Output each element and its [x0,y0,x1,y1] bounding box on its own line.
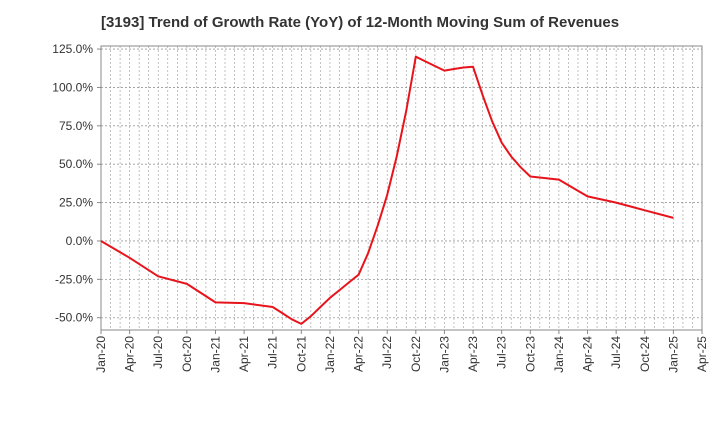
y-tick-label: 25.0% [59,196,93,210]
x-tick-label: Jul-21 [266,336,280,369]
y-tick-label: -25.0% [55,272,93,286]
y-tick-label: 75.0% [59,119,93,133]
x-tick-label: Apr-20 [123,336,137,372]
grid-layer [100,46,703,330]
x-tick-label: Jul-24 [609,336,623,369]
y-tick-label: 0.0% [66,234,94,248]
x-tick-label: Jul-22 [380,336,394,369]
x-tick-label: Oct-20 [180,336,194,372]
x-axis: Jan-20 Apr-20 Jul-20 Oct-20 Jan-21 Apr-21 Jul-… [94,330,709,373]
x-tick-label: Jan-23 [437,336,451,373]
y-tick-label: 100.0% [52,80,93,94]
x-tick-label: Jan-22 [323,336,337,373]
series-line [100,55,674,325]
x-tick-label: Oct-24 [638,336,652,372]
x-tick-label: Oct-21 [294,336,308,372]
x-tick-label: Apr-25 [695,336,709,372]
x-tick-label: Apr-22 [352,336,366,372]
x-tick-label: Jan-24 [552,336,566,373]
y-axis: -50.0% -25.0% 0.0% 25.0% 50.0% 75.0% 100.0% 125… [52,42,101,325]
y-tick-label: 50.0% [59,157,93,171]
x-tick-label: Jan-25 [666,336,680,373]
x-tick-label: Oct-23 [523,336,537,372]
chart-title: [3193] Trend of Growth Rate (YoY) of 12-… [100,14,620,31]
x-tick-label: Apr-24 [581,336,595,372]
x-tick-label: Jan-21 [208,336,222,373]
x-tick-label: Jul-20 [151,336,165,369]
x-tick-label: Jan-20 [94,336,108,373]
x-tick-label: Apr-21 [237,336,251,372]
series-layer [100,55,674,325]
y-tick-label: 125.0% [52,42,93,56]
x-tick-label: Jul-23 [495,336,509,369]
x-tick-label: Oct-22 [409,336,423,372]
y-tick-label: -50.0% [55,311,93,325]
x-tick-label: Apr-23 [466,336,480,372]
plot-frame [100,45,703,331]
